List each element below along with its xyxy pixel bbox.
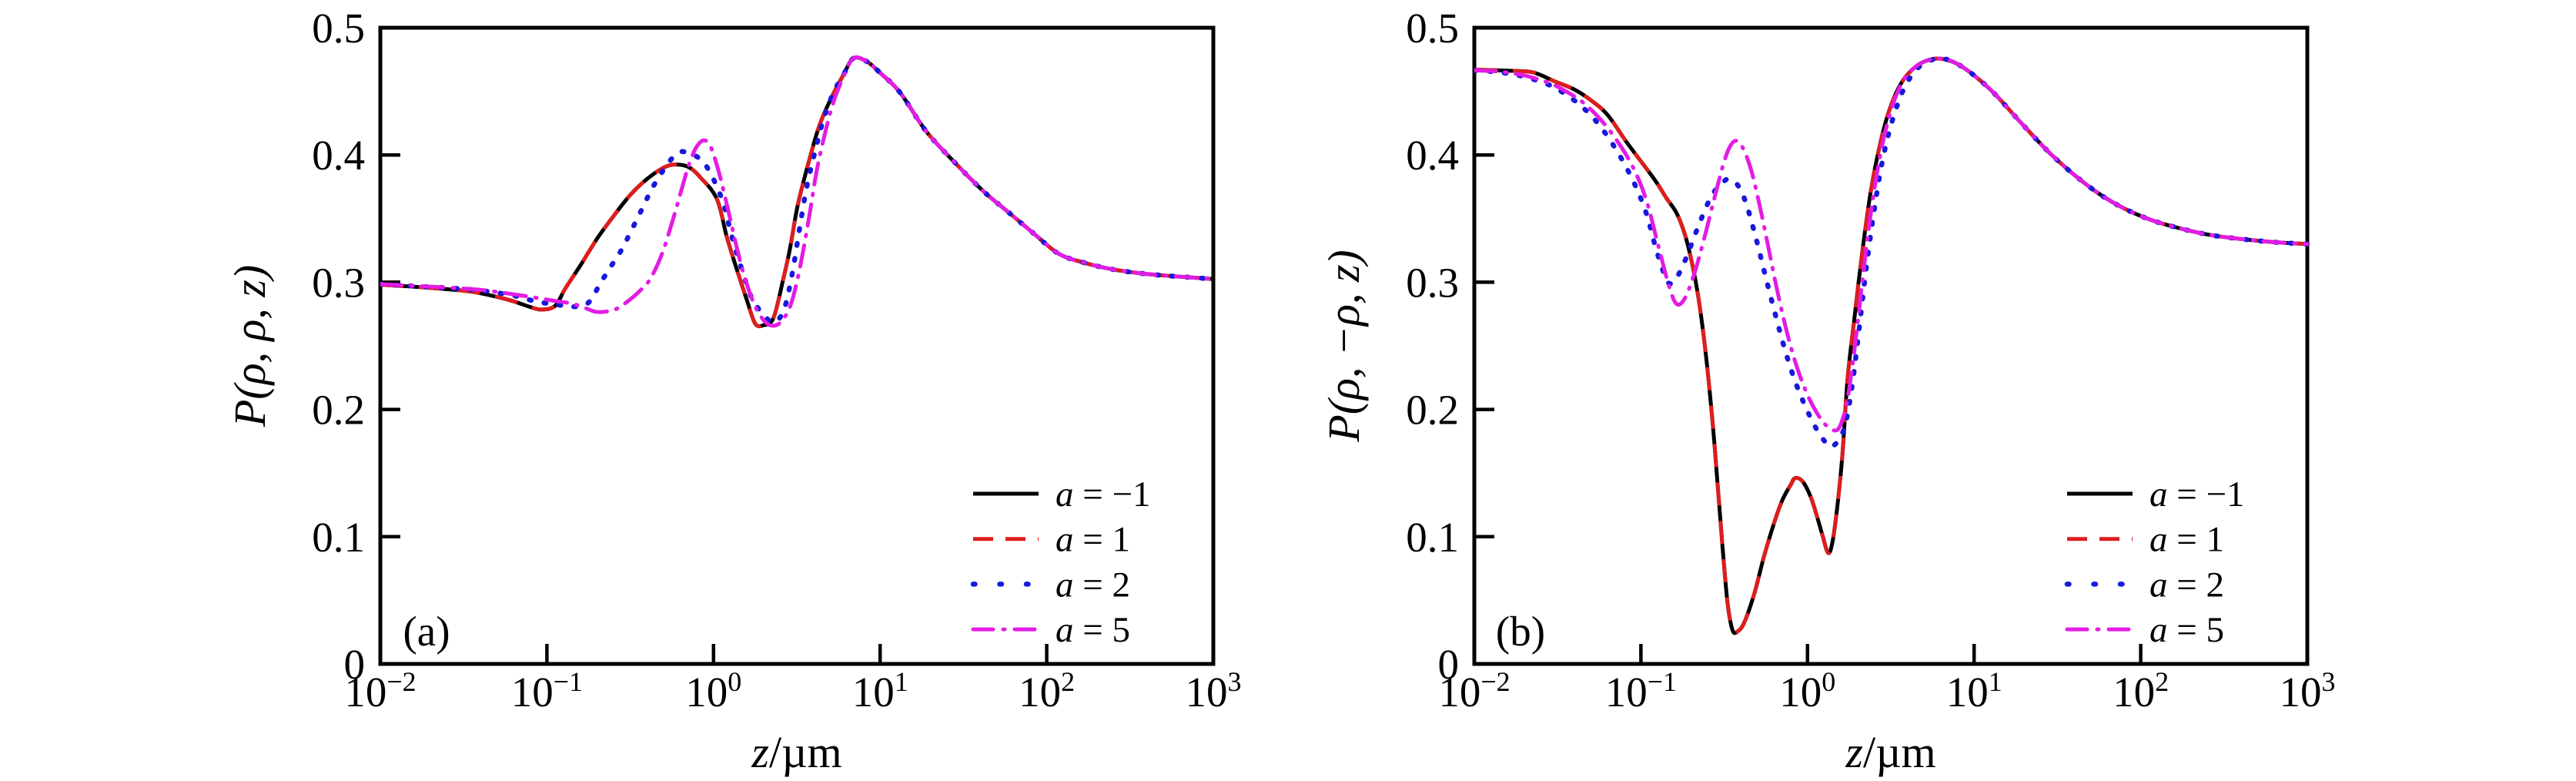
x-tick-label: 10−1 <box>1605 666 1677 716</box>
x-tick-label: 101 <box>1946 666 2002 716</box>
curves <box>1474 55 2310 635</box>
panel-tag: (b) <box>1496 608 1545 655</box>
x-tick-label: 101 <box>852 666 908 716</box>
y-tick-label: 0.2 <box>312 387 365 434</box>
x-axis-label: z/µm <box>1845 727 1935 777</box>
curve-a-eq-1 <box>1474 56 2308 635</box>
x-tick-label: 10−1 <box>511 666 583 716</box>
y-axis-label: P(ρ, ρ, z) <box>225 265 275 427</box>
x-tick-label: 103 <box>2280 666 2336 716</box>
x-tick-label: 100 <box>1779 666 1835 716</box>
curve-a-eq-5 <box>380 55 1216 328</box>
legend-label: a = −1 <box>1055 474 1151 515</box>
panel-tag: (a) <box>403 608 450 655</box>
x-axis-label: z/µm <box>751 727 841 777</box>
y-tick-label: 0.3 <box>1406 259 1459 306</box>
legend: a = −1 a = 1 a = 2 a = 5 <box>970 474 1151 650</box>
y-tick-label: 0.4 <box>312 132 365 179</box>
plot-frame <box>378 25 1216 666</box>
panel-b: 10−2 10−1 100 101 102 103 0 0.1 0.2 0.3 0.4 0.5 z/µm… <box>1319 5 2336 777</box>
legend-label: a = 1 <box>2149 520 2224 560</box>
y-tick-label: 0.5 <box>312 5 365 52</box>
y-tick-label: 0.1 <box>1406 514 1459 561</box>
y-tick-label: 0.4 <box>1406 132 1459 179</box>
y-tick-label: 0.2 <box>1406 387 1459 434</box>
curve-a-eq-2 <box>1474 55 2310 450</box>
legend-label: a = −1 <box>2149 474 2245 515</box>
panel-a: 10−2 10−1 100 101 102 103 0 0.1 0.2 0.3 0.4 0.5 z/µm… <box>225 5 1242 777</box>
legend-label: a = 5 <box>2149 610 2224 650</box>
x-tick-label: 102 <box>2113 666 2169 716</box>
y-axis-label: P(ρ, −ρ, z) <box>1319 250 1369 442</box>
legend-label: a = 5 <box>1055 610 1130 650</box>
y-tick-label: 0 <box>344 641 366 688</box>
legend: a = −1 a = 1 a = 2 a = 5 <box>2064 474 2245 650</box>
x-tick-label: 100 <box>685 666 741 716</box>
y-tick-label: 0.1 <box>312 514 365 561</box>
curve-a-eq-5 <box>1474 56 2310 433</box>
y-tick-label: 0.5 <box>1406 5 1459 52</box>
x-tick-label: 10−2 <box>1438 666 1510 716</box>
curves <box>380 55 1216 329</box>
plot-frame <box>1472 25 2310 666</box>
curve-a-eq-2 <box>380 55 1216 325</box>
legend-label: a = 1 <box>1055 520 1130 560</box>
y-tick-label: 0.3 <box>312 259 365 306</box>
x-tick-label: 10−2 <box>344 666 416 716</box>
x-tick-label: 102 <box>1019 666 1075 716</box>
legend-label: a = 2 <box>1055 565 1130 605</box>
legend-label: a = 2 <box>2149 565 2224 605</box>
y-tick-label: 0 <box>1438 641 1460 688</box>
x-tick-label: 103 <box>1186 666 1242 716</box>
